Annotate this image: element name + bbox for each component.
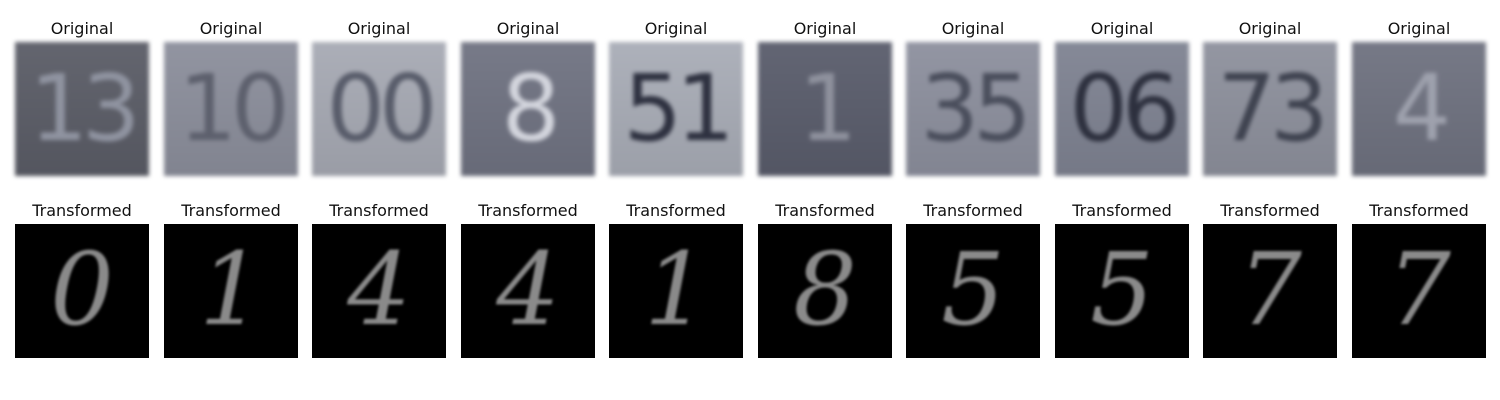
panel-title-original: Original (941, 19, 1005, 38)
panel-title-original: Original (1238, 19, 1302, 38)
panel-title-transformed: Transformed (1220, 201, 1320, 220)
transformed-image: 0 (15, 224, 149, 358)
transformed-digit: 1 (644, 231, 708, 348)
transformed-digit: 7 (1238, 231, 1302, 348)
original-image: 06 (1055, 42, 1189, 176)
transformed-image: 7 (1203, 224, 1337, 358)
panel-title-transformed: Transformed (923, 201, 1023, 220)
original-image: 35 (906, 42, 1040, 176)
original-image: 10 (164, 42, 298, 176)
panel-title-original: Original (644, 19, 708, 38)
original-image: 4 (1352, 42, 1486, 176)
original-digits: 51 (623, 55, 734, 162)
transformed-image: 4 (312, 224, 446, 358)
original-digits: 10 (178, 55, 289, 162)
panel-title-transformed: Transformed (1369, 201, 1469, 220)
transformed-digit: 0 (50, 231, 114, 348)
transformed-image: 8 (758, 224, 892, 358)
transformed-digit: 1 (199, 231, 263, 348)
original-image: 73 (1203, 42, 1337, 176)
panel-title-original: Original (496, 19, 560, 38)
original-image: 1 (758, 42, 892, 176)
panel-title-transformed: Transformed (775, 201, 875, 220)
original-image: 51 (609, 42, 743, 176)
panel-title-transformed: Transformed (1072, 201, 1172, 220)
transformed-image: 1 (164, 224, 298, 358)
transformed-digit: 8 (793, 231, 857, 348)
panel-title-transformed: Transformed (181, 201, 281, 220)
original-digits: 4 (1392, 55, 1452, 162)
transformed-image: 1 (609, 224, 743, 358)
original-image: 13 (15, 42, 149, 176)
panel-title-original: Original (347, 19, 411, 38)
transformed-image: 5 (906, 224, 1040, 358)
transformed-digit: 7 (1387, 231, 1451, 348)
original-digits: 06 (1069, 55, 1180, 162)
panel-title-original: Original (1090, 19, 1154, 38)
transformed-digit: 4 (496, 231, 560, 348)
original-digits: 73 (1217, 55, 1328, 162)
original-digits: 13 (29, 55, 140, 162)
transformed-image: 4 (461, 224, 595, 358)
panel-title-original: Original (793, 19, 857, 38)
transformed-digit: 5 (941, 231, 1005, 348)
panel-title-original: Original (50, 19, 114, 38)
original-image: 00 (312, 42, 446, 176)
panel-title-original: Original (1387, 19, 1451, 38)
panel-title-transformed: Transformed (329, 201, 429, 220)
panel-title-original: Original (199, 19, 263, 38)
transformed-image: 5 (1055, 224, 1189, 358)
transformed-image: 7 (1352, 224, 1486, 358)
original-digits: 1 (798, 55, 858, 162)
panel-title-transformed: Transformed (478, 201, 578, 220)
original-image: 8 (461, 42, 595, 176)
transformed-digit: 5 (1090, 231, 1154, 348)
original-digits: 8 (501, 55, 561, 162)
panel-title-transformed: Transformed (626, 201, 726, 220)
original-digits: 00 (326, 55, 437, 162)
panel-title-transformed: Transformed (32, 201, 132, 220)
transformed-digit: 4 (347, 231, 411, 348)
original-digits: 35 (920, 55, 1031, 162)
